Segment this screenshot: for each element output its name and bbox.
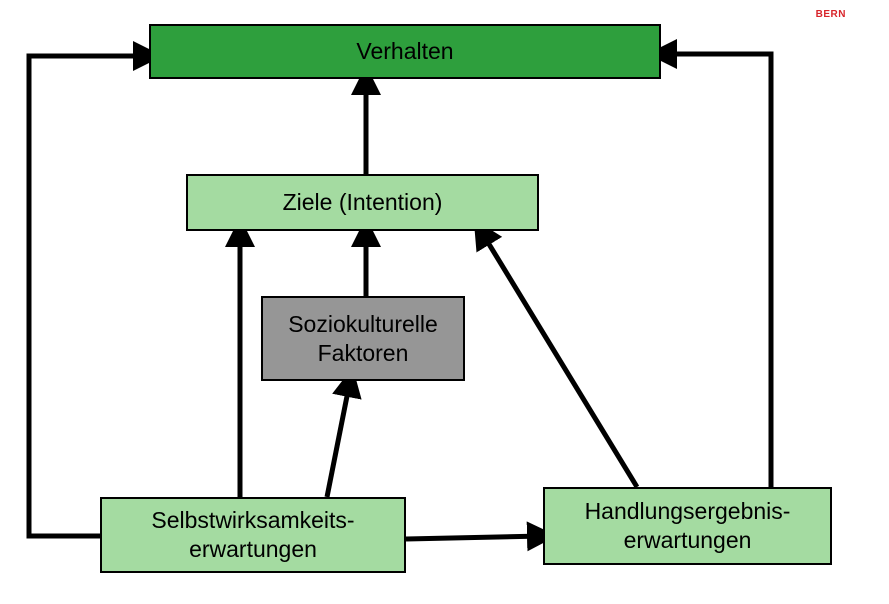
node-ziele: Ziele (Intention) bbox=[186, 174, 539, 231]
node-selbst-label: Selbstwirksamkeits- erwartungen bbox=[151, 506, 354, 564]
node-verhalten: Verhalten bbox=[149, 24, 661, 79]
edge-selbst-to-verhalten bbox=[29, 56, 149, 536]
edge-selbst-to-handlung bbox=[406, 536, 543, 539]
node-sozio: Soziokulturelle Faktoren bbox=[261, 296, 465, 381]
node-sozio-label: Soziokulturelle Faktoren bbox=[288, 310, 438, 368]
edge-handlung-to-verhalten bbox=[661, 54, 771, 487]
node-handlung: Handlungsergebnis- erwartungen bbox=[543, 487, 832, 565]
node-handlung-label: Handlungsergebnis- erwartungen bbox=[585, 497, 791, 555]
edge-handlung-to-ziele bbox=[481, 231, 637, 487]
node-ziele-label: Ziele (Intention) bbox=[283, 188, 443, 217]
brand-line2: BERN bbox=[816, 9, 846, 20]
node-verhalten-label: Verhalten bbox=[356, 37, 453, 66]
edge-selbst-to-sozio bbox=[327, 381, 350, 497]
node-selbst: Selbstwirksamkeits- erwartungen bbox=[100, 497, 406, 573]
